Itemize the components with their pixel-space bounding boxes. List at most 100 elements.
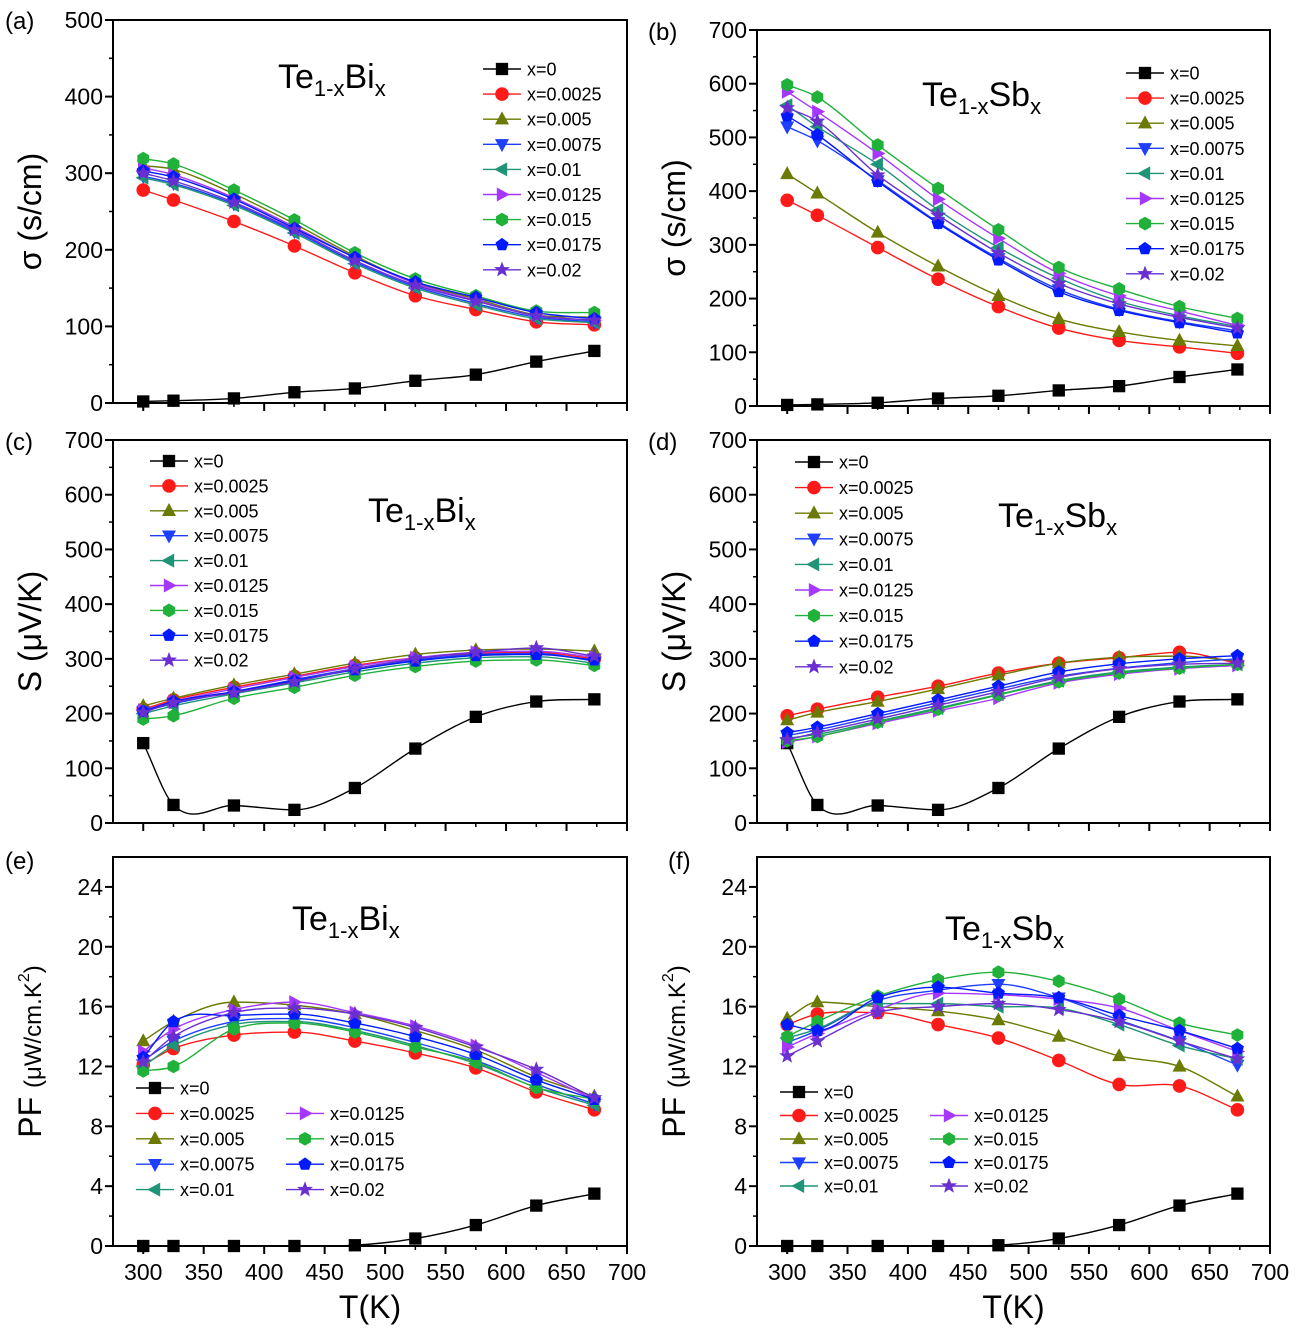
data-point <box>227 214 241 229</box>
y-tick-label: 12 <box>77 1053 103 1079</box>
y-tick-label: 100 <box>709 755 747 781</box>
legend-marker <box>1138 66 1152 80</box>
data-point <box>809 1032 826 1048</box>
legend-label: x=0.0075 <box>824 1153 899 1173</box>
data-point <box>1112 379 1126 393</box>
legend-item: x=0.015 <box>795 606 904 626</box>
legend-item: x=0.02 <box>150 651 249 671</box>
x-axis-label: T(K) <box>982 1289 1044 1325</box>
legend-marker <box>147 1159 163 1172</box>
data-point <box>407 650 424 666</box>
data-point <box>348 1025 361 1039</box>
x-tick-label: 700 <box>608 1259 646 1285</box>
chart-panel-1: 0 100 200 300 400 500 600 700 (b) σ (s/cm) Te1-xSb… <box>648 17 1271 419</box>
data-point <box>136 183 151 197</box>
legend-marker <box>494 261 510 277</box>
x-axis-label: T(K) <box>339 1289 401 1325</box>
x-tick-label: 350 <box>185 1259 223 1285</box>
data-point <box>991 1031 1006 1045</box>
data-point <box>809 112 826 129</box>
data-point <box>528 639 545 655</box>
data-point <box>226 1004 242 1020</box>
legend-item: x=0.0175 <box>1126 239 1245 259</box>
legend: x=0 x=0.0025 x=0.005 x=0.0075 x=0.01 x=0.0125… <box>795 453 914 677</box>
data-point <box>780 1017 794 1031</box>
legend-item: x=0.0025 <box>483 85 602 105</box>
y-tick-label: 0 <box>90 810 103 836</box>
legend-item: x=0.0175 <box>150 626 269 646</box>
panel-label: (f) <box>668 848 691 875</box>
legend-item: x=0.015 <box>483 210 592 230</box>
data-point <box>870 224 885 238</box>
data-point <box>1111 295 1128 311</box>
data-point <box>780 193 794 208</box>
legend-marker <box>1138 241 1152 255</box>
legend-marker <box>1139 191 1153 206</box>
legend-marker <box>496 212 508 227</box>
legend-item: x=0.0175 <box>795 632 914 652</box>
legend-marker <box>495 87 509 101</box>
y-tick-label: 400 <box>65 591 103 617</box>
legend-item: x=0.01 <box>780 1177 879 1197</box>
data-point <box>931 803 945 817</box>
y-tick-label: 600 <box>709 71 747 97</box>
data-point <box>1172 332 1187 346</box>
y-tick-label: 500 <box>709 536 747 562</box>
legend: x=0 x=0.0025 x=0.005 x=0.0075 x=0.01 x=0.0125… <box>136 1079 405 1200</box>
data-point <box>348 1239 362 1252</box>
x-tick-label: 350 <box>828 1259 866 1285</box>
data-point <box>226 684 242 700</box>
data-point <box>780 166 795 180</box>
data-point <box>869 710 886 726</box>
legend-marker <box>1137 115 1153 129</box>
legend-marker <box>791 1157 807 1171</box>
data-point <box>810 994 825 1008</box>
y-tick-label: 600 <box>709 482 747 508</box>
panel-label: (b) <box>648 19 677 46</box>
legend-label: x=0.0025 <box>194 476 269 496</box>
legend-item: x=0.0025 <box>795 478 914 498</box>
data-point <box>467 292 484 308</box>
legend-label: x=0.0175 <box>330 1155 405 1175</box>
legend-item: x=0.0075 <box>483 135 602 155</box>
data-point <box>779 1047 796 1063</box>
legend-label: x=0.01 <box>1170 164 1225 184</box>
y-tick-label: 200 <box>65 701 103 727</box>
legend-item: x=0.015 <box>286 1129 395 1149</box>
data-point <box>227 392 241 405</box>
data-point <box>781 1040 795 1055</box>
legend-label: x=0 <box>194 452 224 472</box>
data-point <box>228 1022 240 1036</box>
data-point <box>288 1016 301 1030</box>
x-tick-label: 700 <box>1251 1259 1289 1285</box>
series-0 <box>781 693 1244 817</box>
data-point <box>588 1187 601 1200</box>
data-point <box>137 395 150 408</box>
data-point <box>1231 363 1244 376</box>
series-line <box>143 350 595 403</box>
legend-item: x=0.015 <box>150 601 259 621</box>
series-0 <box>137 1187 601 1253</box>
data-point <box>409 1232 422 1245</box>
data-point <box>1112 1048 1127 1062</box>
legend-item: x=0.0125 <box>1126 189 1245 209</box>
series-6 <box>781 77 1244 326</box>
data-point <box>810 127 824 141</box>
data-point <box>136 1033 151 1047</box>
data-point <box>529 1073 543 1086</box>
data-point <box>992 1239 1005 1252</box>
data-point <box>469 710 482 724</box>
data-point <box>528 307 545 323</box>
legend-item: x=0.0175 <box>286 1155 405 1175</box>
data-point <box>1229 654 1246 670</box>
data-point <box>990 244 1007 260</box>
data-point <box>992 222 1005 237</box>
x-tick-label: 550 <box>426 1259 464 1285</box>
data-point <box>1111 660 1128 676</box>
legend-marker <box>808 608 820 623</box>
series-7 <box>780 980 1244 1055</box>
series-8 <box>779 654 1246 747</box>
data-point <box>869 157 883 172</box>
data-point <box>1050 1001 1067 1017</box>
legend-item: x=0.0075 <box>795 529 914 549</box>
